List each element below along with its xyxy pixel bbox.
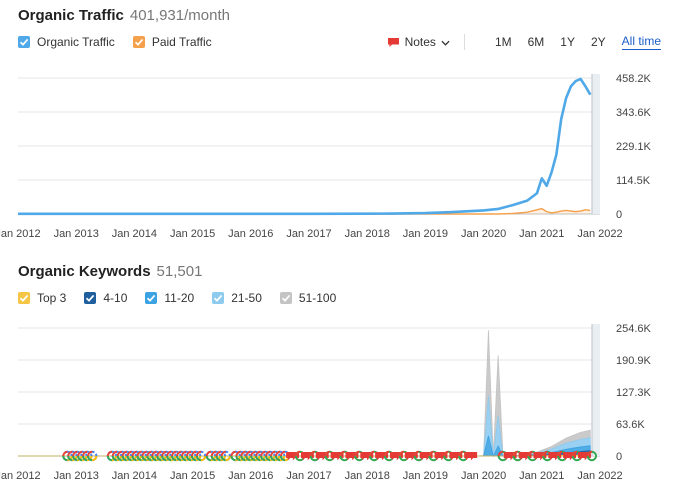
x-tick-label: Jan 2016 — [228, 470, 273, 482]
google-icon[interactable] — [586, 450, 598, 462]
x-tick-label: Jan 2021 — [519, 470, 564, 482]
note-marker-icon[interactable] — [469, 452, 478, 461]
google-icon[interactable] — [111, 450, 123, 462]
x-tick-label: Jan 2022 — [577, 228, 622, 240]
current-period-highlight — [592, 324, 600, 456]
y-tick-label: 343.6K — [616, 107, 652, 119]
range-1m[interactable]: 1M — [494, 35, 512, 49]
legend-top-3[interactable]: Top 3 — [18, 291, 66, 305]
traffic-value: 401,931/month — [129, 7, 230, 24]
current-period-highlight — [592, 74, 600, 214]
x-tick-label: Jan 2013 — [54, 228, 99, 240]
traffic-toolbar: Notes 1M 6M 1Y 2Y All time — [387, 34, 661, 50]
x-tick-label: Jan 2020 — [461, 470, 506, 482]
legend-label: 21-50 — [231, 291, 262, 305]
series-21-50-area — [18, 395, 591, 458]
keywords-legend: Top 3 4-10 11-20 21-50 51-100 — [18, 291, 336, 305]
range-1y[interactable]: 1Y — [560, 35, 575, 49]
legend-21-50[interactable]: 21-50 — [212, 291, 262, 305]
checkbox-checked-icon[interactable] — [212, 292, 225, 304]
legend-11-20[interactable]: 11-20 — [145, 291, 194, 305]
google-icon[interactable] — [72, 450, 83, 462]
google-icon[interactable] — [180, 450, 192, 462]
x-tick-label: Jan 2019 — [403, 228, 448, 240]
keywords-title: Organic Keywords — [18, 263, 151, 280]
keywords-value: 51,501 — [156, 263, 203, 280]
y-tick-label: 0 — [616, 451, 622, 463]
x-tick-label: Jan 2013 — [54, 470, 99, 482]
google-update-markers — [62, 450, 598, 462]
x-tick-label: Jan 2012 — [0, 228, 41, 240]
google-icon[interactable] — [260, 450, 271, 462]
google-icon[interactable] — [190, 450, 202, 462]
legend-51-100[interactable]: 51-100 — [279, 291, 337, 305]
google-icon[interactable] — [205, 450, 217, 462]
checkbox-checked-icon[interactable] — [18, 36, 30, 48]
legend-paid-traffic[interactable]: Paid Traffic — [132, 35, 212, 49]
google-icon[interactable] — [171, 450, 182, 462]
checkbox-checked-icon[interactable] — [84, 292, 97, 304]
x-tick-label: Jan 2015 — [170, 228, 215, 240]
series-51-100-area — [18, 330, 591, 457]
notes-label: Notes — [404, 35, 436, 49]
legend-label: 4-10 — [103, 291, 128, 305]
checkbox-checked-icon[interactable] — [18, 292, 30, 304]
legend-4-10[interactable]: 4-10 — [84, 291, 127, 305]
y-tick-label: 229.1K — [616, 141, 652, 153]
y-tick-label: 254.6K — [616, 323, 652, 335]
x-tick-label: Jan 2018 — [345, 470, 390, 482]
range-all-time[interactable]: All time — [621, 34, 661, 50]
toolbar-divider — [463, 34, 465, 50]
google-icon[interactable] — [126, 450, 137, 462]
legend-label: 51-100 — [298, 291, 337, 305]
x-tick-label: Jan 2018 — [345, 228, 390, 240]
organic-keywords-chart: 0 63.6K 127.3K 190.9K 254.6K Jan 2012 Jan 2013… — [0, 323, 652, 482]
x-tick-label: Jan 2021 — [519, 228, 564, 240]
legend-label: Organic Traffic — [37, 35, 115, 49]
x-tick-label: Jan 2016 — [228, 228, 273, 240]
checkbox-checked-icon[interactable] — [132, 36, 145, 48]
notes-dropdown[interactable]: Notes — [387, 35, 450, 49]
x-tick-label: Jan 2014 — [112, 470, 157, 482]
x-tick-label: Jan 2015 — [170, 470, 215, 482]
y-tick-label: 458.2K — [616, 73, 652, 85]
traffic-title: Organic Traffic — [18, 7, 124, 24]
organic-traffic-line — [18, 77, 592, 216]
x-tick-label: Jan 2012 — [0, 470, 41, 482]
paid-traffic-area — [18, 208, 591, 214]
x-tick-label: Jan 2017 — [286, 228, 331, 240]
google-icon[interactable] — [131, 450, 142, 462]
checkbox-checked-icon[interactable] — [145, 292, 158, 304]
range-6m[interactable]: 6M — [527, 35, 545, 49]
y-tick-label: 0 — [616, 209, 622, 221]
legend-label: Paid Traffic — [151, 35, 212, 49]
y-tick-label: 127.3K — [616, 387, 652, 399]
organic-traffic-chart: 0 114.5K 229.1K 343.6K 458.2K Jan 2012 Jan 201… — [0, 73, 652, 240]
organic-traffic-panel: Organic Traffic 401,931/month Organic Tra… — [0, 7, 661, 240]
x-tick-label: Jan 2014 — [112, 228, 157, 240]
google-icon[interactable] — [87, 450, 98, 462]
x-tick-label: Jan 2022 — [577, 470, 622, 482]
google-icon[interactable] — [195, 450, 207, 462]
y-tick-label: 63.6K — [616, 419, 645, 431]
google-icon[interactable] — [270, 450, 281, 462]
range-2y[interactable]: 2Y — [590, 35, 606, 49]
notes-icon — [387, 37, 400, 48]
google-icon[interactable] — [220, 450, 231, 462]
keywords-title-row: Organic Keywords 51,501 — [18, 263, 202, 281]
x-tick-label: Jan 2019 — [403, 470, 448, 482]
checkbox-checked-icon[interactable] — [279, 292, 292, 304]
y-tick-label: 190.9K — [616, 355, 652, 367]
organic-keywords-panel: Organic Keywords 51,501 Top 3 4-10 11-20 … — [0, 256, 673, 492]
traffic-title-row: Organic Traffic 401,931/month — [18, 7, 230, 25]
x-tick-label: Jan 2020 — [461, 228, 506, 240]
legend-organic-traffic[interactable]: Organic Traffic — [18, 35, 115, 49]
y-tick-label: 114.5K — [616, 175, 651, 187]
google-icon[interactable] — [255, 450, 266, 462]
chevron-down-icon — [441, 35, 450, 49]
legend-label: Top 3 — [37, 291, 67, 305]
legend-label: 11-20 — [164, 291, 195, 305]
x-tick-label: Jan 2017 — [286, 470, 331, 482]
traffic-legend: Organic Traffic Paid Traffic — [18, 35, 212, 49]
